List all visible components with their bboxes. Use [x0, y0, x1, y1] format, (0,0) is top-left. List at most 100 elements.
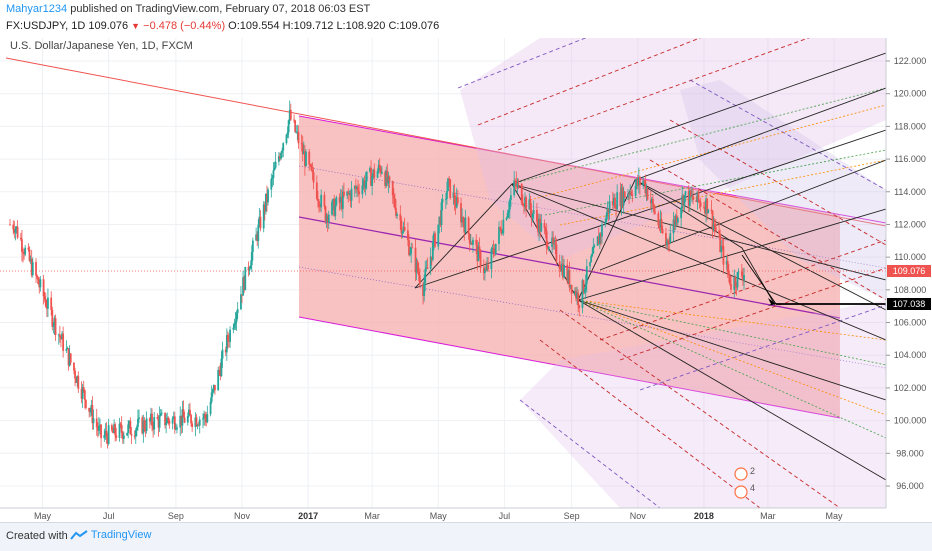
candle-body — [122, 435, 125, 439]
candle-body — [220, 358, 223, 377]
candle-body — [644, 181, 647, 194]
candle-body — [707, 209, 710, 214]
candle-body — [500, 228, 503, 234]
candle-body — [103, 434, 106, 439]
tradingview-logo[interactable]: TradingView — [70, 529, 151, 541]
tradingview-logo-icon — [70, 530, 88, 540]
candle-body — [407, 230, 409, 241]
candle-body — [402, 226, 405, 232]
price-axis[interactable]: 96.000 98.000 100.000 102.000 104.000 106.000… — [886, 56, 926, 491]
candle-body — [513, 180, 516, 196]
candle-body — [54, 318, 57, 336]
candle-body — [251, 240, 254, 253]
candle-body — [386, 170, 389, 184]
candle-body — [264, 193, 267, 212]
candle-body — [575, 290, 577, 299]
candle-body — [372, 169, 375, 177]
x-tick-label: Mar — [760, 511, 776, 521]
candle-body — [380, 172, 383, 174]
y-tick-label: 102.000 — [894, 383, 927, 393]
candle-body — [47, 297, 49, 309]
candle-body — [120, 424, 123, 433]
candle-body — [444, 198, 447, 200]
candle-body — [99, 424, 101, 427]
candle-body — [280, 152, 282, 159]
candle-body — [403, 226, 406, 231]
candle-body — [29, 258, 32, 261]
author-link[interactable]: Mahyar1234 — [6, 3, 68, 15]
candle-body — [439, 216, 442, 225]
candle-body — [365, 171, 368, 182]
candle-body — [660, 219, 663, 231]
candle-body — [400, 220, 403, 234]
candle-body — [464, 217, 467, 233]
candle-body — [156, 417, 159, 419]
candle-body — [135, 426, 138, 431]
candle-body — [569, 284, 572, 288]
candle-body — [530, 210, 533, 218]
y-tick-label: 108.000 — [894, 285, 927, 295]
candle-body — [247, 266, 250, 271]
candle-body — [672, 219, 675, 234]
candle-body — [43, 296, 46, 300]
candle-body — [256, 234, 259, 242]
candle-body — [516, 183, 519, 187]
candle-body — [493, 252, 496, 255]
candle-body — [642, 180, 645, 186]
event-badges[interactable]: 2 4 — [734, 466, 755, 499]
price-chart[interactable]: 96.000 98.000 100.000 102.000 104.000 106.000… — [0, 38, 932, 522]
candle-body — [620, 187, 623, 207]
candle-body — [353, 186, 356, 189]
svg-text:107.038: 107.038 — [893, 299, 926, 309]
candle-body — [286, 132, 289, 135]
candle-body — [377, 164, 380, 172]
candle-body — [358, 191, 361, 195]
candle-body — [126, 432, 128, 436]
candle-body — [510, 195, 512, 200]
upper-fork-band — [460, 38, 886, 260]
candle-body — [437, 224, 440, 247]
candle-body — [710, 209, 713, 211]
candle-body — [364, 181, 367, 189]
candle-body — [581, 280, 584, 308]
candle-body — [683, 195, 686, 207]
time-axis[interactable]: May Jul Sep Nov 2017 Mar May Jul Sep Nov 2018 Mar Ma… — [34, 511, 843, 521]
badge-icon[interactable] — [734, 467, 748, 481]
candle-body — [409, 253, 411, 256]
footer-bar: Created with TradingView — [0, 522, 932, 551]
x-tick-label: Nov — [234, 511, 251, 521]
candle-body — [431, 241, 434, 260]
candle-body — [159, 413, 162, 416]
badge-icon[interactable] — [734, 485, 748, 499]
candle-body — [684, 191, 687, 196]
candle-body — [673, 219, 676, 225]
candle-body — [106, 436, 109, 444]
candle-body — [576, 292, 578, 299]
candle-body — [649, 199, 652, 204]
candle-body — [669, 233, 672, 243]
candle-body — [584, 283, 587, 290]
candle-body — [494, 243, 497, 255]
candle-body — [482, 267, 485, 274]
candle-body — [326, 215, 329, 223]
candle-body — [294, 120, 297, 132]
candle-body — [378, 164, 381, 169]
candle-body — [27, 247, 30, 250]
candle-body — [312, 172, 315, 183]
candle-body — [573, 290, 576, 294]
candle-body — [674, 215, 677, 225]
candle-body — [308, 151, 311, 165]
candle-body — [614, 197, 616, 209]
candle-body — [376, 171, 379, 178]
candle-body — [689, 190, 692, 197]
candle-body — [83, 390, 86, 400]
candle-body — [77, 376, 80, 389]
candle-body — [737, 271, 740, 273]
candle-body — [293, 119, 295, 121]
candle-body — [361, 185, 364, 195]
candle-body — [583, 289, 586, 293]
candle-body — [447, 178, 449, 192]
candle-body — [38, 283, 41, 288]
candle-body — [346, 191, 349, 196]
candle-body — [196, 424, 199, 427]
